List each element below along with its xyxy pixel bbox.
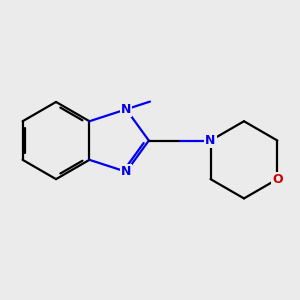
Text: N: N (206, 134, 216, 147)
Text: O: O (272, 172, 283, 186)
Text: N: N (121, 103, 131, 116)
Text: N: N (121, 165, 131, 178)
